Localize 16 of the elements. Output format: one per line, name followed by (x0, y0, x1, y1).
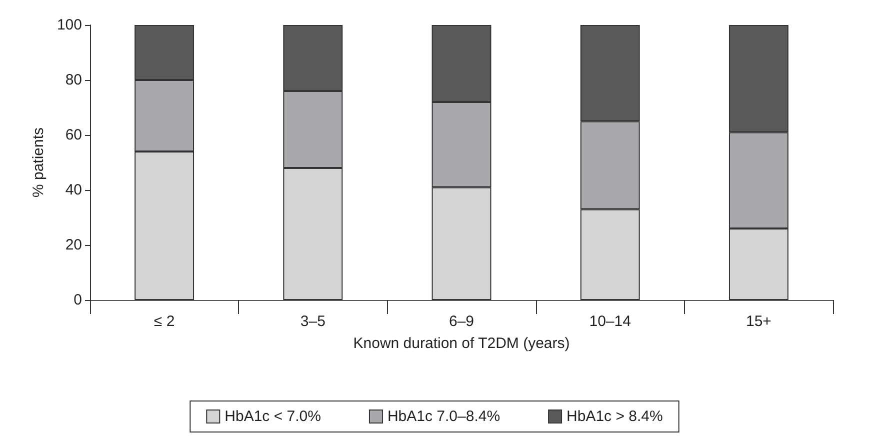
y-tick-label: 40 (65, 182, 82, 198)
legend-label: HbA1c > 8.4% (566, 408, 663, 425)
x-tick-label: 15+ (746, 313, 772, 330)
y-tick-label: 100 (56, 16, 82, 34)
y-tick-label: 20 (65, 236, 82, 254)
y-axis-title: % patients (30, 127, 48, 198)
x-tick-label: ≤ 2 (154, 313, 175, 330)
y-tick-label: 80 (65, 72, 82, 88)
x-tick-label: 10–14 (589, 313, 631, 330)
legend-label: HbA1c 7.0–8.4% (387, 408, 500, 425)
x-tick-label: 3–5 (300, 313, 326, 330)
x-axis-title: Known duration of T2DM (years) (353, 335, 570, 352)
y-tick-label: 60 (65, 126, 82, 144)
legend-label: HbA1c < 7.0% (224, 408, 321, 425)
y-tick-label: 0 (74, 292, 82, 308)
x-tick-label: 6–9 (448, 313, 474, 330)
